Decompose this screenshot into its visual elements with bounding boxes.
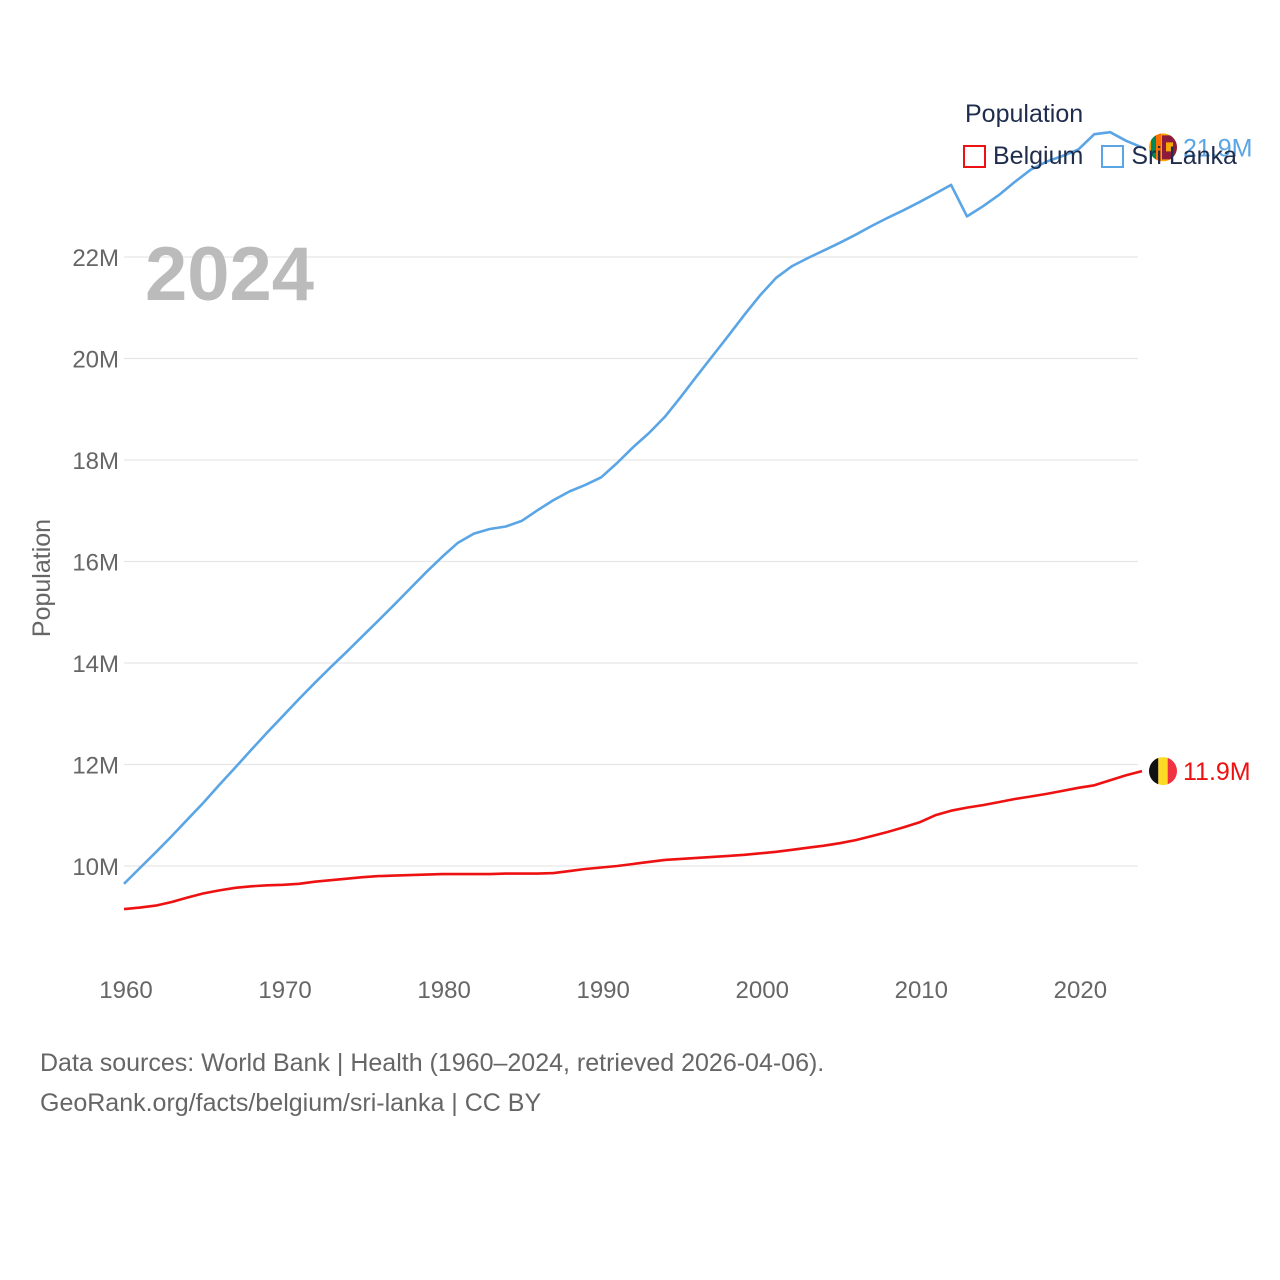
flag-stripe-orange bbox=[1156, 133, 1161, 162]
y-axis-label: Population bbox=[28, 519, 56, 637]
end-markers: 11.9M 21.9M bbox=[1149, 133, 1252, 786]
x-tick-label-1970: 1970 bbox=[258, 977, 311, 1004]
flag-sri-lanka bbox=[1149, 133, 1177, 162]
legend: Belgium Sri Lanka bbox=[963, 142, 1255, 171]
x-tick-label-1990: 1990 bbox=[576, 977, 629, 1004]
y-tick-label-22M: 22M bbox=[72, 245, 119, 272]
y-tick-label-20M: 20M bbox=[72, 347, 119, 374]
x-tick-label-2020: 2020 bbox=[1054, 977, 1107, 1004]
legend-swatch-belgium bbox=[963, 145, 986, 168]
year-watermark: 2024 bbox=[145, 232, 314, 317]
x-axis-ticks: 1960 1970 1980 1990 2000 2010 2020 bbox=[99, 977, 1107, 1004]
flag-stripe-red bbox=[1167, 757, 1177, 786]
x-tick-label-2010: 2010 bbox=[895, 977, 948, 1004]
gridlines bbox=[124, 256, 1138, 867]
data-sources-text: Data sources: World Bank | Health (1960–… bbox=[40, 1049, 825, 1077]
series-lines bbox=[123, 130, 1143, 911]
y-tick-label-18M: 18M bbox=[72, 448, 119, 475]
flag-image-sri-lanka bbox=[1149, 133, 1177, 162]
y-tick-label-14M: 14M bbox=[72, 651, 119, 678]
end-value-label-belgium: 11.9M bbox=[1183, 758, 1251, 786]
flag-stripe-green bbox=[1151, 133, 1156, 162]
source-link[interactable]: GeoRank.org/facts/belgium/sri-lanka | CC… bbox=[40, 1089, 542, 1117]
y-tick-label-12M: 12M bbox=[72, 753, 119, 780]
flag-stripe-black bbox=[1149, 757, 1159, 786]
flag-lion bbox=[1166, 142, 1173, 152]
y-axis-ticks: 10M 12M 14M 16M 18M 20M 22M bbox=[72, 245, 119, 881]
legend-label-belgium: Belgium bbox=[993, 142, 1084, 170]
end-value-label-sri-lanka: 21.9M bbox=[1183, 134, 1252, 162]
x-tick-label-1960: 1960 bbox=[99, 977, 152, 1004]
series-line-sri-lanka bbox=[123, 130, 1143, 885]
legend-swatch-sri-lanka bbox=[1101, 145, 1125, 168]
series-line-belgium bbox=[123, 769, 1143, 911]
footer: Data sources: World Bank | Health (1960–… bbox=[40, 1043, 824, 1123]
y-tick-label-16M: 16M bbox=[72, 550, 119, 577]
legend-item-belgium[interactable]: Belgium bbox=[963, 142, 1083, 171]
legend-item-sri-lanka[interactable]: Sri Lanka bbox=[1101, 142, 1237, 171]
x-tick-label-2000: 2000 bbox=[736, 977, 789, 1004]
flag-stripe-yellow bbox=[1158, 757, 1168, 786]
flag-belgium bbox=[1149, 757, 1177, 786]
x-tick-label-1980: 1980 bbox=[417, 977, 470, 1004]
y-tick-label-10M: 10M bbox=[72, 854, 119, 881]
legend-title: Population bbox=[965, 100, 1084, 128]
flag-image-belgium bbox=[1149, 757, 1177, 786]
legend-label-sri-lanka: Sri Lanka bbox=[1131, 142, 1237, 170]
